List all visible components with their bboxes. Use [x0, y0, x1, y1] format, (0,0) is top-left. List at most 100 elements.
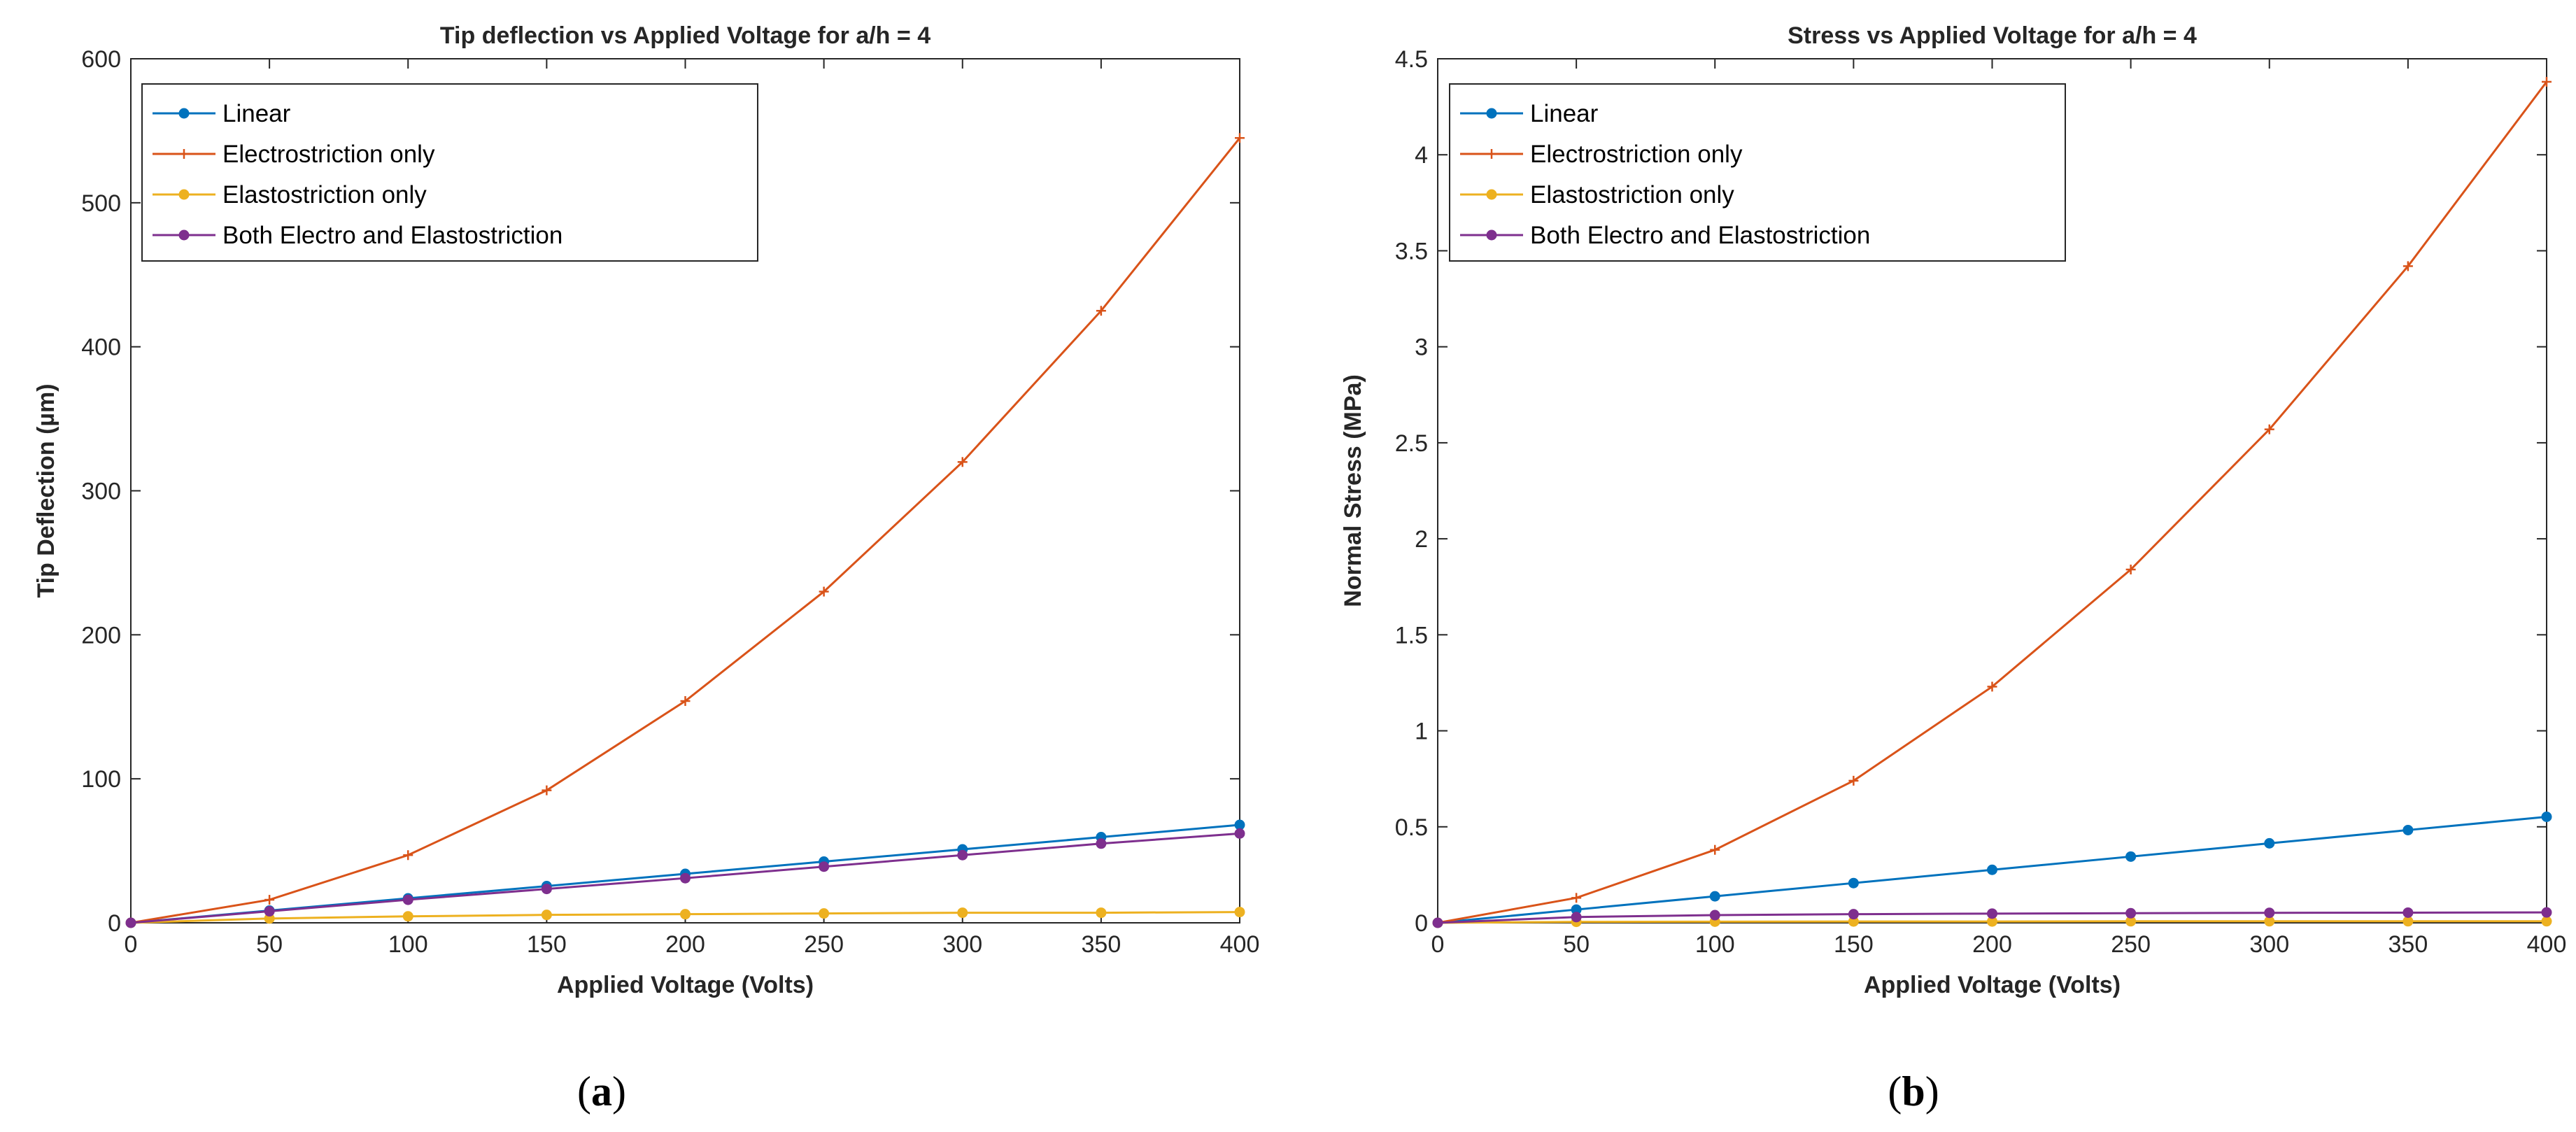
x-tick-label: 100	[388, 931, 428, 958]
series-both-electro-and-elastostriction	[1432, 907, 2552, 928]
legend-label: Electrostriction only	[222, 141, 435, 168]
data-point	[1709, 891, 1720, 902]
data-point	[2264, 424, 2274, 434]
data-point	[957, 457, 968, 467]
data-point	[1709, 910, 1720, 921]
x-tick-label: 250	[2111, 931, 2151, 958]
x-tick-label: 300	[942, 931, 982, 958]
caption-paren-open: (	[1888, 1068, 1902, 1115]
data-point	[2541, 916, 2552, 927]
series-elastostriction-only	[125, 907, 1245, 928]
y-tick-label: 1	[1415, 719, 1428, 745]
x-tick-label: 150	[527, 931, 567, 958]
x-tick-label: 0	[1431, 931, 1445, 958]
x-tick-label: 200	[665, 931, 705, 958]
chart-panel-1: 0 50 100 150 200 250 300 350 400 0 100 200 300 400 500…	[33, 22, 1259, 1115]
y-tick-label: 100	[81, 766, 121, 793]
legend-marker	[178, 108, 190, 119]
data-point	[402, 894, 413, 905]
panel-caption: (b)	[1888, 1068, 1939, 1115]
y-tick-label: 3	[1415, 334, 1428, 361]
series-both-electro-and-elastostriction	[125, 828, 1245, 928]
x-tick-label: 350	[1082, 931, 1121, 958]
x-tick-label: 0	[125, 931, 138, 958]
data-point	[2541, 812, 2552, 823]
legend-marker	[1486, 108, 1497, 119]
x-tick-label: 350	[2389, 931, 2428, 958]
data-point	[1432, 917, 1443, 928]
y-tick-label: 2.5	[1395, 430, 1428, 457]
x-axis-label: Applied Voltage (Volts)	[557, 972, 814, 998]
legend-entry: Electrostriction only	[153, 141, 435, 168]
data-point	[1987, 681, 1997, 692]
legend-label: Linear	[222, 100, 291, 127]
legend-box	[141, 83, 758, 262]
caption-paren-close: )	[612, 1068, 626, 1115]
data-point	[542, 785, 552, 795]
data-point	[957, 849, 968, 861]
data-point	[402, 911, 413, 922]
data-point	[1848, 909, 1859, 920]
x-tick-label: 400	[1220, 931, 1260, 958]
x-tick-label: 100	[1695, 931, 1735, 958]
y-tick-label: 0	[108, 910, 121, 937]
x-tick-label: 200	[1972, 931, 2012, 958]
chart-panel-2: 0 50 100 150 200 250 300 350 400 0 0.5 1 1.5 2 2.5 3 3.5…	[1340, 22, 2566, 1115]
x-tick-label: 50	[256, 931, 283, 958]
legend: Linear Electrostriction only Elastostricti…	[1449, 83, 2066, 262]
legend-marker	[1487, 149, 1496, 159]
y-tick-label: 300	[81, 479, 121, 505]
data-point	[2542, 76, 2552, 87]
data-point	[2125, 565, 2136, 575]
legend-marker	[179, 149, 189, 159]
data-point	[819, 586, 829, 597]
data-point	[819, 908, 830, 919]
chart-title: Stress vs Applied Voltage for a/h = 4	[1788, 22, 2197, 49]
data-point	[1234, 907, 1245, 918]
legend-entry: Both Electro and Elastostriction	[1460, 222, 1870, 249]
y-axis-label: Tip Deflection (µm)	[33, 383, 59, 597]
panel-caption: (a)	[577, 1068, 626, 1115]
data-point	[1096, 907, 1107, 919]
legend-label: Elastostriction only	[222, 181, 427, 208]
data-point	[1571, 912, 1582, 923]
data-point	[1234, 828, 1245, 839]
legend-entry: Elastostriction only	[1460, 181, 1734, 208]
data-point	[2264, 907, 2275, 919]
x-tick-label: 400	[2527, 931, 2567, 958]
data-point	[2264, 837, 2275, 849]
caption-paren-open: (	[577, 1068, 591, 1115]
y-tick-label: 4	[1415, 142, 1428, 169]
y-tick-label: 400	[81, 334, 121, 361]
data-point	[819, 861, 830, 872]
series-elastostriction-only	[1432, 916, 2552, 928]
legend-label: Linear	[1530, 100, 1599, 127]
data-point	[541, 884, 552, 895]
legend-label: Elastostriction only	[1530, 181, 1734, 208]
data-point	[2541, 907, 2552, 918]
caption-letter: a	[591, 1068, 612, 1115]
x-tick-label: 300	[2249, 931, 2289, 958]
x-tick-label: 50	[1563, 931, 1590, 958]
legend-marker	[178, 229, 190, 241]
y-tick-label: 2	[1415, 526, 1428, 553]
data-point	[1848, 775, 1859, 786]
y-tick-label: 4.5	[1395, 46, 1428, 73]
legend-marker	[1486, 229, 1497, 241]
legend-label: Electrostriction only	[1530, 141, 1743, 168]
legend-entry: Elastostriction only	[153, 181, 427, 208]
legend-entry: Linear	[1460, 100, 1599, 127]
data-point	[2125, 851, 2137, 862]
y-axis-label: Normal Stress (MPa)	[1340, 374, 1366, 607]
y-tick-label: 1.5	[1395, 622, 1428, 649]
data-point	[2125, 907, 2137, 919]
y-tick-label: 3.5	[1395, 238, 1428, 264]
data-point	[680, 696, 691, 707]
data-point	[680, 872, 691, 884]
data-point	[2402, 824, 2414, 835]
chart-title: Tip deflection vs Applied Voltage for a/…	[440, 22, 930, 49]
data-point	[403, 850, 413, 861]
data-point	[1235, 133, 1245, 143]
